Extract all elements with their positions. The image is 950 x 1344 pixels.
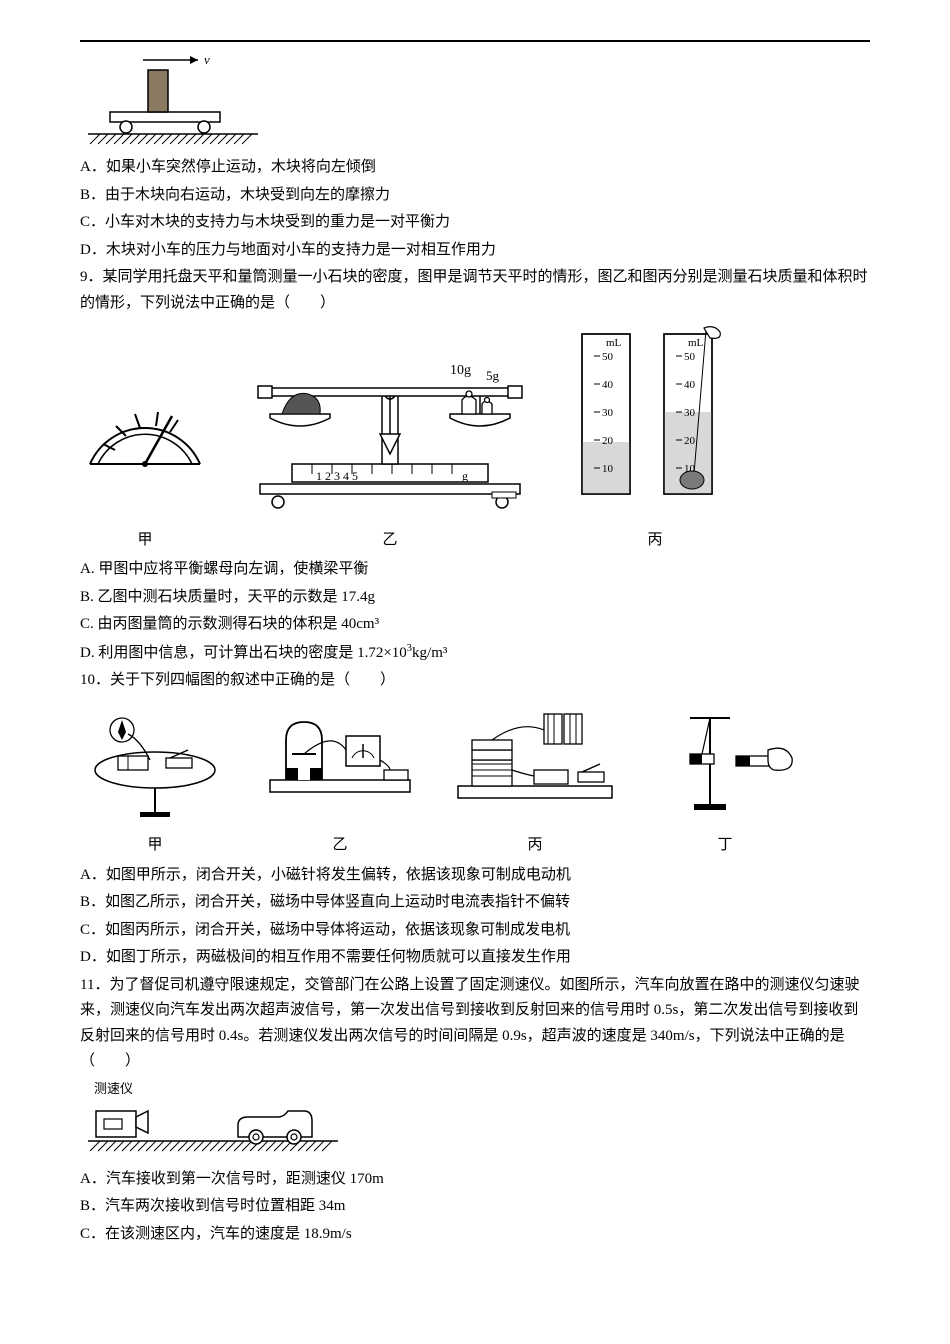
q9-opt-b: B. 乙图中测石块质量时，天平的示数是 17.4g <box>80 585 870 611</box>
q9-w10: 10g <box>450 363 471 378</box>
q11-opt-a: A．汽车接收到第一次信号时，距测速仪 170m <box>80 1167 870 1193</box>
q10-opt-a: A．如图甲所示，闭合开关，小磁针将发生偏转，依据该现象可制成电动机 <box>80 863 870 889</box>
q10-stem: 10．关于下列四幅图的叙述中正确的是（ ） <box>80 668 870 694</box>
q8-opt-a: A．如果小车突然停止运动，木块将向左倾倒 <box>80 155 870 181</box>
q8-figure: v <box>88 54 870 149</box>
q10-opt-d: D．如图丁所示，两磁极间的相互作用不需要任何物质就可以直接发生作用 <box>80 945 870 971</box>
q10-opt-c: C．如图丙所示，闭合开关，磁场中导体将运动，依据该现象可制成发电机 <box>80 918 870 944</box>
svg-text:20: 20 <box>602 435 614 447</box>
q9-opt-d: D. 利用图中信息，可计算出石块的密度是 1.72×103kg/m³ <box>80 640 870 667</box>
q9-c2-unit: mL <box>688 337 704 349</box>
q10-jia: 甲 <box>80 700 230 859</box>
q10-yi-label: 乙 <box>260 833 420 859</box>
q8-opt-b: B．由于木块向右运动，木块受到向左的摩擦力 <box>80 183 870 209</box>
q9-opt-a: A. 甲图中应将平衡螺母向左调，使横梁平衡 <box>80 557 870 583</box>
svg-text:50: 50 <box>602 351 614 363</box>
q10-yi: 乙 <box>260 700 420 859</box>
q9-w5: 5g <box>486 368 500 383</box>
q9-yi-label: 乙 <box>230 528 550 554</box>
q9-jia-label: 甲 <box>80 528 210 554</box>
svg-text:30: 30 <box>684 407 696 419</box>
q10-ding: 丁 <box>650 700 800 859</box>
q9-opt-c: C. 由丙图量筒的示数测得石块的体积是 40cm³ <box>80 612 870 638</box>
q9-ruler-unit: g <box>462 469 468 483</box>
q8-v-label: v <box>204 54 210 67</box>
q9-bing-svg: mL 50 40 30 20 10 mL 50 40 30 20 <box>570 324 740 514</box>
page-container: v A．如果小车突然停止运动，木块将向左倾倒 B．由于木块向右运动，木块受到向左… <box>0 0 950 1289</box>
q9-jia: 甲 <box>80 354 210 553</box>
q11-figure: 测速仪 <box>88 1081 870 1161</box>
q10-jia-label: 甲 <box>80 833 230 859</box>
q8-svg: v <box>88 54 268 149</box>
q9-jia-svg <box>80 354 210 514</box>
svg-text:10: 10 <box>602 463 614 475</box>
q9-c1-unit: mL <box>606 337 622 349</box>
svg-text:40: 40 <box>684 379 696 391</box>
q11-stem: 11．为了督促司机遵守限速规定，交管部门在公路上设置了固定测速仪。如图所示，汽车… <box>80 973 870 1075</box>
q11-opt-c: C．在该测速区内，汽车的速度是 18.9m/s <box>80 1222 870 1248</box>
q9-bing: mL 50 40 30 20 10 mL 50 40 30 20 <box>570 324 740 553</box>
q10-bing: 丙 <box>450 700 620 859</box>
q11-svg: 测速仪 <box>88 1081 348 1161</box>
svg-text:30: 30 <box>602 407 614 419</box>
svg-text:50: 50 <box>684 351 696 363</box>
page-top-rule <box>80 40 870 42</box>
q11-fig-label: 测速仪 <box>94 1081 133 1096</box>
q9-yi: 1 2 3 4 5 g <box>230 334 550 553</box>
q8-opt-d: D．木块对小车的压力与地面对小车的支持力是一对相互作用力 <box>80 238 870 264</box>
q10-ding-label: 丁 <box>650 833 800 859</box>
q8-opt-c: C．小车对木块的支持力与木块受到的重力是一对平衡力 <box>80 210 870 236</box>
q9-figures: 甲 1 2 3 4 5 g <box>80 324 870 553</box>
q10-opt-b: B．如图乙所示，闭合开关，磁场中导体竖直向上运动时电流表指针不偏转 <box>80 890 870 916</box>
q9-ruler-ticks: 1 2 3 4 5 <box>316 469 358 483</box>
q9-bing-label: 丙 <box>570 528 740 554</box>
q10-figures: 甲 乙 <box>80 700 800 859</box>
q9-stem: 9．某同学用托盘天平和量筒测量一小石块的密度，图甲是调节天平时的情形，图乙和图丙… <box>80 265 870 316</box>
svg-text:40: 40 <box>602 379 614 391</box>
q9-yi-svg: 1 2 3 4 5 g <box>230 334 550 514</box>
q11-opt-b: B．汽车两次接收到信号时位置相距 34m <box>80 1194 870 1220</box>
svg-text:20: 20 <box>684 435 696 447</box>
q10-bing-label: 丙 <box>450 833 620 859</box>
